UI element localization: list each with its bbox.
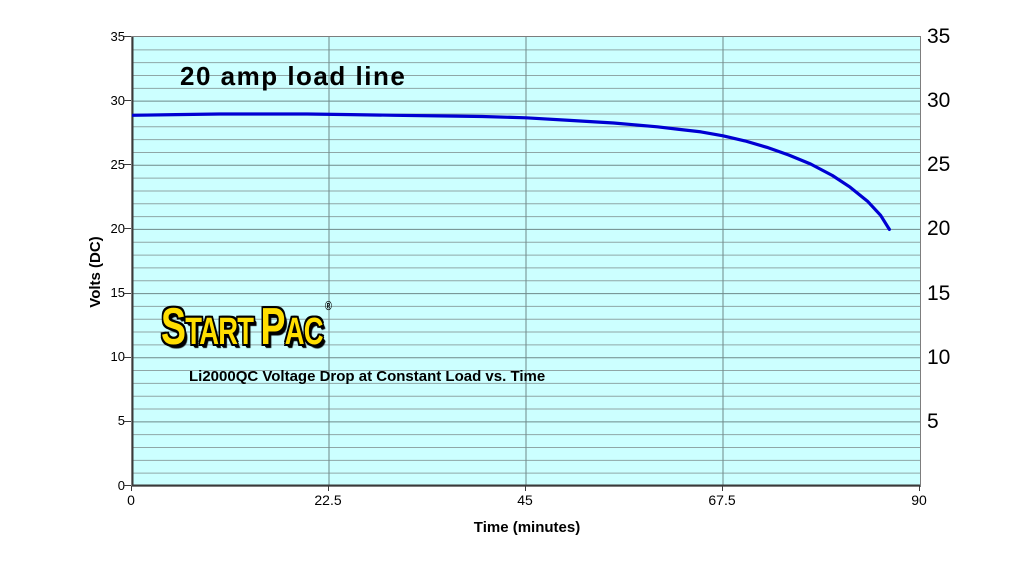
x-tick-label: 22.5: [314, 492, 342, 508]
logo-text-ac: AC: [284, 311, 324, 353]
y-tick-mark: [124, 164, 131, 166]
y-tick-label-right: 25: [927, 153, 951, 177]
y-tick-mark: [124, 485, 131, 486]
y-tick-mark: [124, 228, 131, 230]
y-tick-label-left: 0: [117, 477, 125, 493]
plot-area: 20 amp load line START PAC® Li2000QC Volt…: [131, 36, 921, 487]
logo-text-tart: TART: [185, 311, 254, 353]
chart-title: 20 amp load line: [180, 61, 407, 91]
plot-svg: [132, 37, 920, 486]
y-tick-label-right: 30: [927, 89, 951, 113]
y-tick-mark: [124, 420, 131, 422]
x-tick-label: 67.5: [708, 492, 736, 508]
x-tick-mark: [131, 486, 132, 491]
x-tick-label: 45: [517, 492, 533, 508]
y-tick-label-left: 15: [110, 285, 125, 301]
y-tick-label-left: 10: [110, 349, 125, 365]
x-tick-mark: [722, 486, 723, 491]
y-tick-mark: [124, 356, 131, 358]
y-tick-label-right: 35: [927, 25, 951, 48]
y-tick-label-right: 5: [927, 409, 939, 433]
y-tick-label-right: 10: [927, 345, 951, 369]
y-tick-mark: [124, 100, 131, 102]
registered-mark-icon: ®: [324, 298, 332, 313]
x-tick-mark: [919, 486, 920, 491]
x-axis-title: Time (minutes): [473, 519, 581, 536]
x-tick-label: 0: [127, 492, 135, 508]
y-tick-label-left: 35: [110, 28, 125, 44]
y-tick-mark: [124, 292, 131, 294]
chart-subtitle: Li2000QC Voltage Drop at Constant Load v…: [189, 368, 546, 385]
series-line: [132, 112, 892, 231]
x-tick-mark: [328, 486, 329, 491]
y-tick-label-left: 30: [110, 92, 125, 108]
x-tick-label: 90: [911, 492, 927, 508]
y-tick-mark: [124, 36, 131, 37]
y-tick-label-right: 20: [927, 217, 951, 241]
y-tick-label-left: 25: [110, 156, 125, 172]
y-tick-label-left: 20: [110, 220, 125, 236]
startpac-logo: START PAC®: [161, 299, 332, 353]
y-tick-label-left: 5: [117, 413, 125, 429]
y-tick-label-right: 15: [927, 281, 951, 305]
x-tick-mark: [525, 486, 526, 491]
logo-letter-p: P: [260, 298, 285, 356]
logo-letter-s: S: [161, 298, 186, 356]
